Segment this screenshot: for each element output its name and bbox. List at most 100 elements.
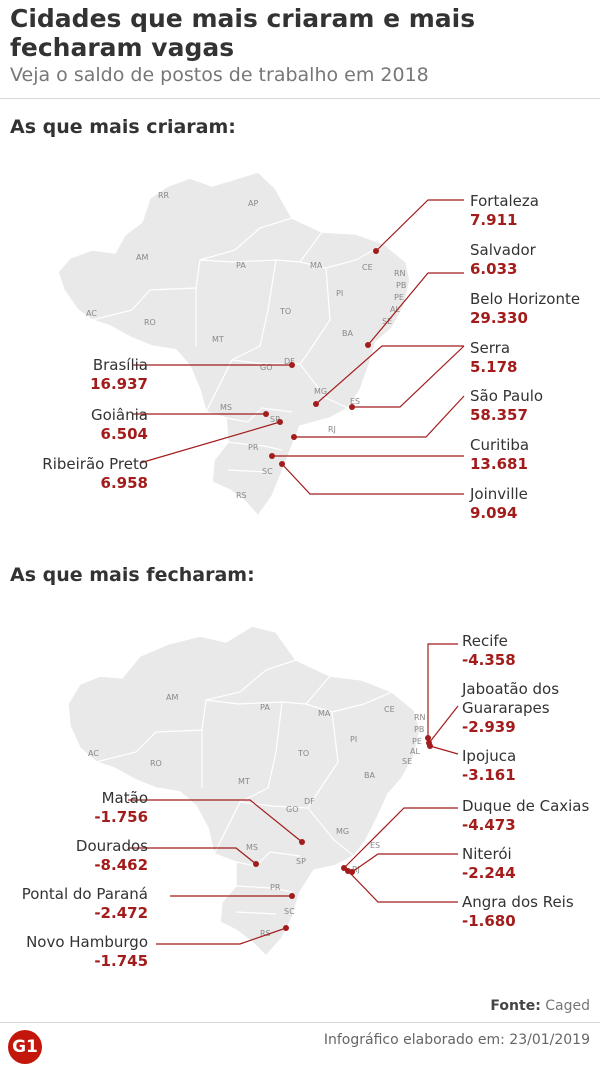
- city-name: Novo Hamburgo: [26, 933, 148, 951]
- section-title-closed: As que mais fecharam:: [10, 564, 255, 586]
- city-name: São Paulo: [470, 387, 544, 405]
- city-label-fortaleza: Fortaleza 7.911: [470, 192, 539, 230]
- state-label: TO: [279, 307, 291, 316]
- state-label: AM: [166, 693, 178, 702]
- city-label-jaboatao: Jaboatão dos Guararapes -2.939: [462, 680, 592, 737]
- city-label-recife: Recife -4.358: [462, 632, 516, 670]
- state-label: GO: [260, 363, 273, 372]
- leader-lines-created: [132, 199, 465, 495]
- state-label: MG: [314, 387, 327, 396]
- city-label-pontal-do-parana: Pontal do Paraná -2.472: [22, 885, 148, 923]
- city-marker-angra-dos-reis: [345, 868, 351, 874]
- state-label: AM: [136, 253, 148, 262]
- city-value: -1.745: [94, 952, 148, 970]
- state-label: SE: [402, 757, 412, 766]
- state-label: RN: [414, 713, 426, 722]
- city-marker-curitiba: [269, 453, 275, 459]
- state-label: RS: [260, 929, 271, 938]
- city-name: Jaboatão dos Guararapes: [462, 680, 560, 717]
- city-marker-serra: [349, 404, 355, 410]
- state-label: SC: [284, 907, 295, 916]
- city-name: Belo Horizonte: [470, 290, 581, 308]
- city-label-novo-hamburgo: Novo Hamburgo -1.745: [26, 933, 148, 971]
- city-value: 7.911: [470, 211, 518, 229]
- city-label-angra-dos-reis: Angra dos Reis -1.680: [462, 893, 574, 931]
- state-label: CE: [362, 263, 373, 272]
- city-name: Matão: [101, 789, 148, 807]
- state-label: BA: [364, 771, 375, 780]
- state-label: PE: [394, 293, 404, 302]
- city-marker-fortaleza: [373, 248, 379, 254]
- city-marker-pontal-do-parana: [289, 893, 295, 899]
- city-marker-joinville: [279, 461, 285, 467]
- state-label: MA: [310, 261, 323, 270]
- state-abbreviations: AM PA MA CE RN PB PE AL SE PI AC RO TO B…: [88, 693, 426, 938]
- city-name: Joinville: [470, 485, 528, 503]
- state-label: PA: [260, 703, 270, 712]
- city-name: Angra dos Reis: [462, 893, 574, 911]
- state-label: PR: [248, 443, 259, 452]
- city-label-curitiba: Curitiba 13.681: [470, 436, 529, 474]
- city-value: 6.958: [100, 474, 148, 492]
- city-label-dourados: Dourados -8.462: [76, 837, 148, 875]
- state-label: DF: [304, 797, 315, 806]
- page-title: Cidades que mais criaram e mais fecharam…: [10, 4, 476, 62]
- state-label: SP: [270, 415, 280, 424]
- section-title-created: As que mais criaram:: [10, 116, 236, 138]
- city-name: Niterói: [462, 845, 512, 863]
- credit-text: Infográfico elaborado em: 23/01/2019: [323, 1032, 590, 1048]
- state-label: TO: [297, 749, 309, 758]
- city-label-brasilia: Brasília 16.937: [90, 356, 148, 394]
- city-name: Ribeirão Preto: [42, 455, 148, 473]
- state-label: AL: [410, 747, 420, 756]
- state-label: MT: [238, 777, 250, 786]
- city-label-ipojuca: Ipojuca -3.161: [462, 747, 516, 785]
- city-value: 6.033: [470, 260, 518, 278]
- city-name: Salvador: [470, 241, 536, 259]
- city-name: Ipojuca: [462, 747, 517, 765]
- city-marker-ribeirao-preto: [277, 419, 283, 425]
- city-name: Recife: [462, 632, 508, 650]
- city-value: -4.473: [462, 816, 516, 834]
- city-value: -2.472: [94, 904, 148, 922]
- city-name: Fortaleza: [470, 192, 539, 210]
- state-label: AL: [390, 305, 400, 314]
- city-value: -8.462: [94, 856, 148, 874]
- state-label: ES: [350, 397, 360, 406]
- brazil-shape: [57, 171, 411, 518]
- city-marker-salvador: [365, 342, 371, 348]
- city-name: Serra: [470, 339, 511, 357]
- state-abbreviations: RR AP AM PA MA CE RN PB PE AL SE PI AC R…: [86, 191, 406, 500]
- source-note: Fonte: Caged: [490, 998, 590, 1014]
- state-label: MT: [212, 335, 224, 344]
- g1-logo: G1: [8, 1030, 42, 1064]
- city-name: Duque de Caxias: [462, 797, 590, 815]
- city-label-niteroi: Niterói -2.244: [462, 845, 516, 883]
- city-marker-goiania: [263, 411, 269, 417]
- state-label: SC: [262, 467, 273, 476]
- city-value: -2.244: [462, 864, 516, 882]
- state-label: AC: [86, 309, 97, 318]
- state-label: RJ: [328, 425, 336, 434]
- city-value: 29.330: [470, 309, 528, 327]
- city-marker-dourados: [253, 861, 259, 867]
- state-label: PB: [396, 281, 406, 290]
- city-label-ribeirao-preto: Ribeirão Preto 6.958: [42, 455, 148, 493]
- city-marker-recife: [425, 735, 431, 741]
- city-marker-brasilia: [289, 362, 295, 368]
- state-label: PA: [236, 261, 246, 270]
- city-name: Pontal do Paraná: [21, 885, 148, 903]
- state-label: RO: [150, 759, 162, 768]
- city-label-salvador: Salvador 6.033: [470, 241, 536, 279]
- city-value: 58.357: [470, 406, 528, 424]
- city-value: -4.358: [462, 651, 516, 669]
- state-label: PR: [270, 883, 281, 892]
- brazil-shape: [67, 625, 421, 958]
- city-name: Goiânia: [90, 406, 148, 424]
- city-marker-novo-hamburgo: [283, 925, 289, 931]
- city-marker-belo-horizonte: [313, 401, 319, 407]
- brazil-map-created: RR AP AM PA MA CE RN PB PE AL SE PI AC R…: [57, 171, 465, 518]
- state-label: MG: [336, 827, 349, 836]
- city-value: 13.681: [470, 455, 528, 473]
- state-label: PB: [414, 725, 424, 734]
